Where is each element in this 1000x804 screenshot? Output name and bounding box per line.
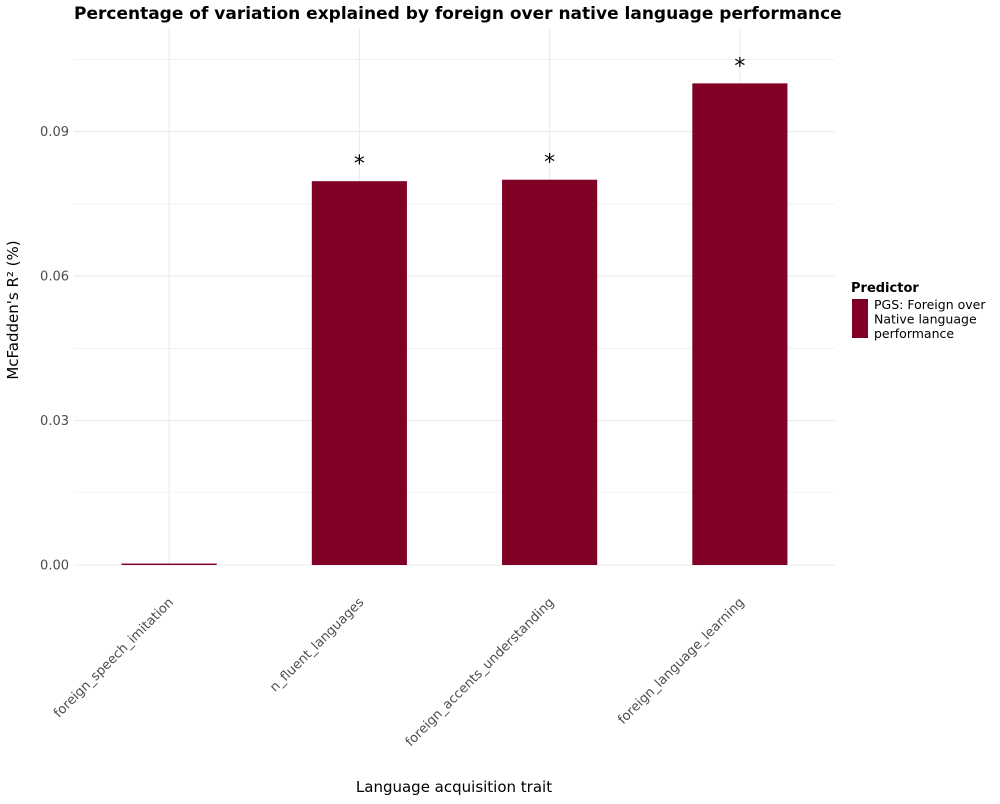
significance-marker: * xyxy=(734,54,745,79)
legend-title: Predictor xyxy=(851,281,919,296)
significance-marker: * xyxy=(544,151,555,176)
bar-foreign-speech-imitation xyxy=(121,563,217,565)
y-axis-label: McFadden's R² (%) xyxy=(4,240,22,379)
significance-marker: * xyxy=(354,152,365,177)
bar-foreign-accents-understanding xyxy=(502,179,598,565)
legend: Predictor PGS: Foreign over Native langu… xyxy=(851,281,989,341)
x-axis-label: Language acquisition trait xyxy=(356,778,552,796)
y-tick-label: 0.06 xyxy=(40,270,69,285)
bar-foreign-language-learning xyxy=(692,83,788,565)
legend-label: PGS: Foreign over Native language perfor… xyxy=(874,297,989,341)
bar-n-fluent-languages xyxy=(311,181,407,565)
chart-title: Percentage of variation explained by for… xyxy=(74,4,842,24)
y-tick-label: 0.03 xyxy=(40,414,69,429)
y-tick-label: 0.00 xyxy=(40,559,69,574)
x-tick-label: foreign_speech_imitation xyxy=(51,595,177,721)
x-tick-label: foreign_language_learning xyxy=(615,595,747,727)
legend-label-line-2: Native language xyxy=(874,312,977,327)
significance-layer: * * * xyxy=(354,54,746,177)
x-axis-ticks: foreign_speech_imitation n_fluent_languag… xyxy=(51,595,748,750)
bar-layer xyxy=(121,83,788,565)
legend-swatch xyxy=(852,299,868,338)
legend-label-line-3: performance xyxy=(874,326,954,341)
x-tick-label: n_fluent_languages xyxy=(267,595,367,695)
legend-label-line-1: PGS: Foreign over xyxy=(874,297,986,312)
y-axis-ticks: 0.00 0.03 0.06 0.09 xyxy=(40,125,69,573)
y-tick-label: 0.09 xyxy=(40,125,69,140)
x-tick-label: foreign_accents_understanding xyxy=(403,595,558,750)
